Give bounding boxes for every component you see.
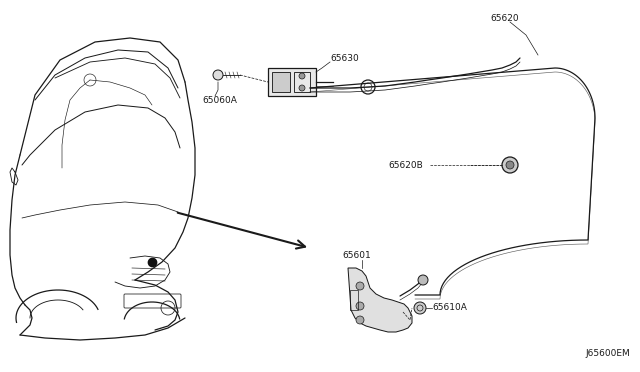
Bar <box>268 68 316 96</box>
Circle shape <box>356 302 364 310</box>
Text: 65620: 65620 <box>490 13 518 22</box>
Bar <box>294 72 310 92</box>
Text: J65600EM: J65600EM <box>585 349 630 358</box>
Circle shape <box>299 73 305 79</box>
Text: 65630: 65630 <box>330 54 359 62</box>
Bar <box>272 72 290 92</box>
Circle shape <box>299 85 305 91</box>
Polygon shape <box>348 268 412 332</box>
Circle shape <box>506 161 514 169</box>
Text: 65601: 65601 <box>342 250 371 260</box>
Text: 65060A: 65060A <box>202 96 237 105</box>
Circle shape <box>502 157 518 173</box>
Bar <box>350 290 358 310</box>
Text: 65620B: 65620B <box>388 160 423 170</box>
Text: 65610A: 65610A <box>432 304 467 312</box>
Circle shape <box>414 302 426 314</box>
Circle shape <box>356 316 364 324</box>
Circle shape <box>418 275 428 285</box>
Circle shape <box>213 70 223 80</box>
Circle shape <box>356 282 364 290</box>
